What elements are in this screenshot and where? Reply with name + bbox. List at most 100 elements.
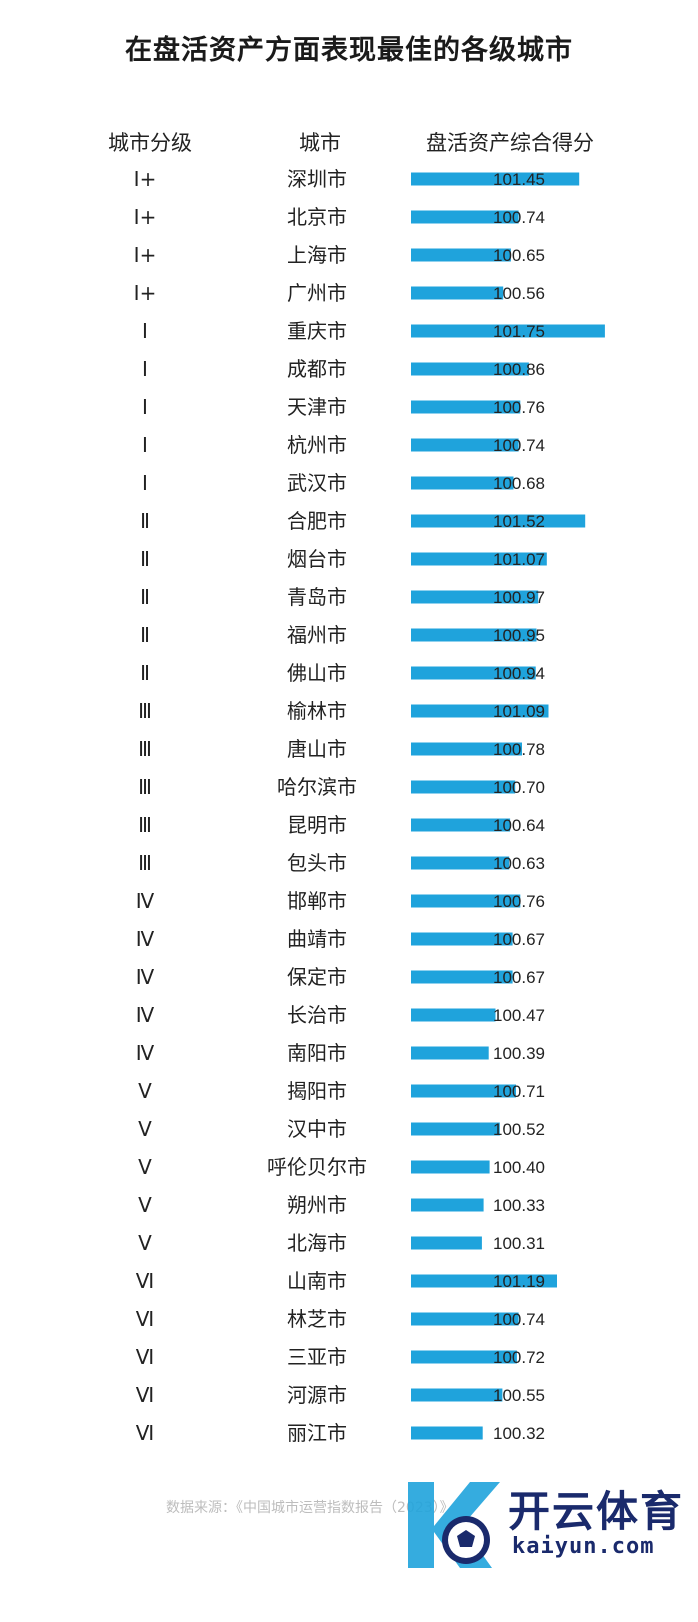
logo-k-ball-icon	[408, 1482, 500, 1568]
city-label: 唐山市	[287, 737, 347, 761]
tier-label: Ⅰ+	[134, 243, 157, 267]
city-label: 合肥市	[287, 509, 347, 533]
city-label: 北海市	[287, 1231, 347, 1255]
tier-label: Ⅰ	[142, 433, 148, 457]
city-label: 烟台市	[287, 547, 347, 571]
tier-label: Ⅴ	[138, 1231, 152, 1255]
chart-title: 在盘活资产方面表现最佳的各级城市	[125, 35, 573, 66]
score-bar	[411, 970, 513, 984]
score-value-label: 100.72	[493, 1348, 545, 1367]
score-bar	[411, 324, 605, 338]
score-value-label: 101.45	[493, 170, 545, 189]
score-value-label: 100.32	[493, 1424, 545, 1443]
city-label: 保定市	[287, 965, 347, 989]
tier-label: Ⅰ+	[134, 205, 157, 229]
city-label: 朔州市	[287, 1193, 347, 1217]
data-source-note: 数据来源：《中国城市运营指数报告（2023）》	[166, 1500, 454, 1516]
score-value-label: 100.86	[493, 360, 545, 379]
score-value-label: 100.78	[493, 740, 545, 759]
score-value-label: 101.07	[493, 550, 545, 569]
city-label: 青岛市	[287, 585, 347, 609]
column-header-score: 盘活资产综合得分	[426, 131, 594, 155]
tier-label: Ⅱ	[140, 585, 150, 609]
tier-label: Ⅱ	[140, 623, 150, 647]
city-label: 哈尔滨市	[277, 775, 357, 799]
tier-label: Ⅲ	[138, 737, 152, 761]
score-value-label: 100.74	[493, 436, 545, 455]
score-bar	[411, 1350, 517, 1364]
city-label: 林芝市	[287, 1307, 347, 1331]
score-bar	[411, 1198, 484, 1212]
score-bar	[411, 1008, 496, 1022]
city-label: 邯郸市	[287, 889, 347, 913]
score-value-label: 100.70	[493, 778, 545, 797]
score-value-label: 100.39	[493, 1044, 545, 1063]
score-value-label: 100.64	[493, 816, 545, 835]
score-bar	[411, 438, 519, 452]
score-value-label: 101.09	[493, 702, 545, 721]
score-bar	[411, 1160, 490, 1174]
city-label: 深圳市	[287, 167, 347, 191]
score-value-label: 100.94	[493, 664, 545, 683]
city-label: 长治市	[287, 1003, 347, 1027]
score-value-label: 100.97	[493, 588, 545, 607]
tier-label: Ⅴ	[138, 1193, 152, 1217]
city-label: 重庆市	[287, 319, 347, 343]
city-label: 北京市	[287, 205, 347, 229]
tier-label: Ⅱ	[140, 661, 150, 685]
city-label: 杭州市	[287, 433, 347, 457]
score-bar	[411, 1312, 519, 1326]
score-bar	[411, 704, 549, 718]
score-bar	[411, 210, 519, 224]
score-bar	[411, 362, 529, 376]
score-bar	[411, 590, 539, 604]
bar-chart: Ⅰ+ 深圳市 101.45 Ⅰ+ 北京市 100.74 Ⅰ+ 上海市 100.65 Ⅰ+ 广州市 10…	[134, 167, 605, 1445]
score-value-label: 100.65	[493, 246, 545, 265]
city-label: 呼伦贝尔市	[267, 1155, 367, 1179]
score-value-label: 100.67	[493, 968, 545, 987]
score-value-label: 100.55	[493, 1386, 545, 1405]
tier-label: Ⅳ	[136, 1041, 155, 1065]
brand-logo: 开云体育 kaiyun.com	[400, 1468, 690, 1578]
score-value-label: 100.76	[493, 892, 545, 911]
tier-label: Ⅲ	[138, 813, 152, 837]
score-value-label: 101.52	[493, 512, 545, 531]
tier-label: Ⅱ	[140, 509, 150, 533]
tier-label: Ⅳ	[136, 1003, 155, 1027]
score-value-label: 100.52	[493, 1120, 545, 1139]
tier-label: Ⅰ	[142, 357, 148, 381]
city-label: 福州市	[287, 623, 347, 647]
tier-label: Ⅵ	[136, 1383, 154, 1407]
score-value-label: 101.19	[493, 1272, 545, 1291]
tier-label: Ⅰ+	[134, 281, 157, 305]
score-bar	[411, 932, 513, 946]
score-bar	[411, 1236, 482, 1250]
score-value-label: 100.33	[493, 1196, 545, 1215]
city-label: 山南市	[287, 1269, 347, 1293]
city-label: 揭阳市	[287, 1079, 347, 1103]
score-bar	[411, 248, 511, 262]
score-bar	[411, 666, 536, 680]
tier-label: Ⅲ	[138, 775, 152, 799]
score-bar	[411, 514, 586, 528]
score-value-label: 100.74	[493, 208, 545, 227]
tier-label: Ⅲ	[138, 851, 152, 875]
city-label: 包头市	[287, 851, 347, 875]
score-bar	[411, 742, 522, 756]
city-label: 丽江市	[287, 1421, 347, 1445]
score-value-label: 100.76	[493, 398, 545, 417]
score-bar	[411, 1122, 500, 1136]
tier-label: Ⅴ	[138, 1155, 152, 1179]
score-bar	[411, 1046, 489, 1060]
score-bar	[411, 400, 521, 414]
logo-text-cn: 开云体育	[508, 1487, 685, 1536]
tier-label: Ⅰ	[142, 319, 148, 343]
city-label: 南阳市	[287, 1041, 347, 1065]
score-bar	[411, 172, 580, 186]
tier-label: Ⅵ	[136, 1269, 154, 1293]
city-label: 成都市	[287, 357, 347, 381]
score-bar	[411, 856, 510, 870]
city-label: 武汉市	[287, 471, 347, 495]
tier-label: Ⅰ	[142, 395, 148, 419]
tier-label: Ⅳ	[136, 927, 155, 951]
